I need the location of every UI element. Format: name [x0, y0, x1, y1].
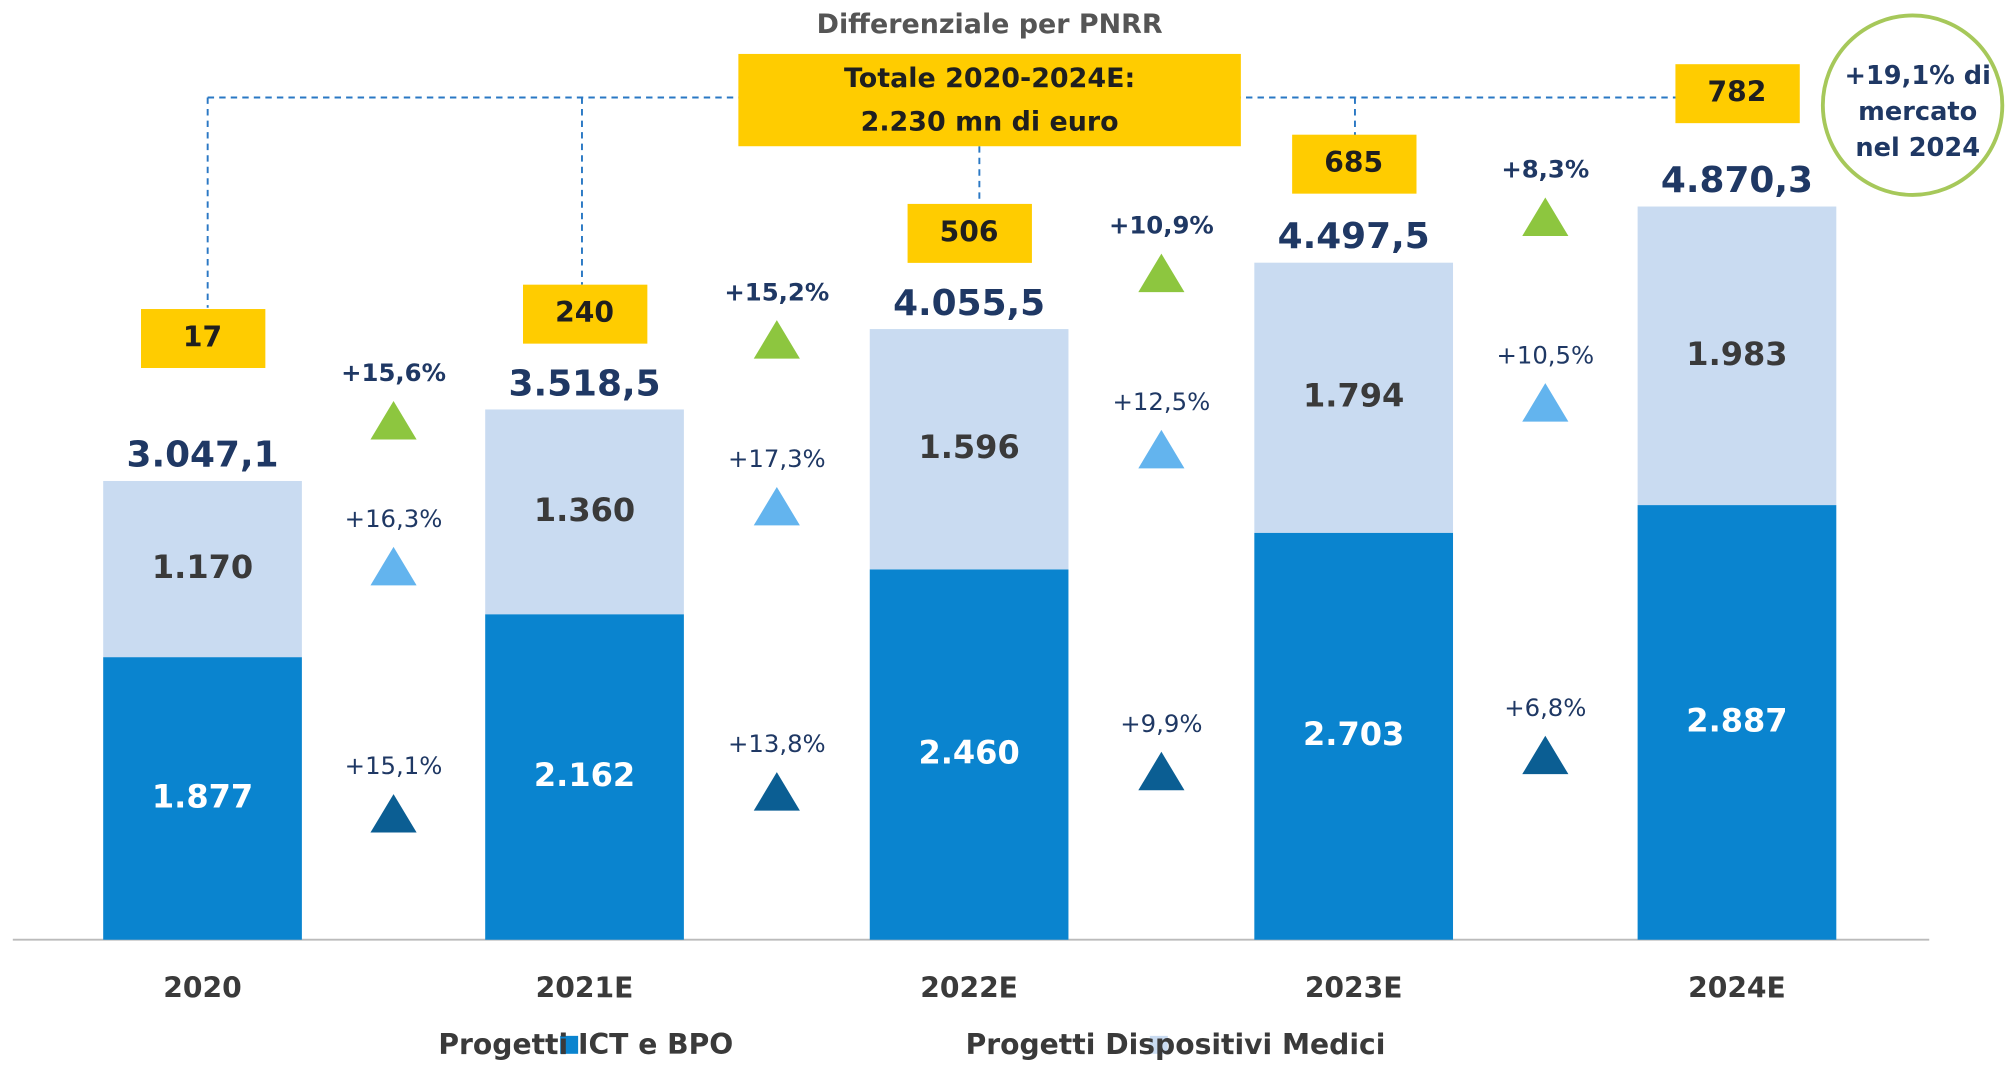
segment-label: 1.170 [152, 548, 253, 586]
growth-label: +8,3% [1501, 155, 1589, 184]
bar-segment [485, 409, 684, 615]
segment-label: 2.460 [918, 734, 1019, 772]
growth-label: +6,8% [1504, 693, 1586, 722]
growth-triangle [1522, 197, 1569, 236]
segment-label: 2.887 [1686, 701, 1787, 739]
bar-segment [1637, 206, 1837, 506]
growth-label: +13,8% [728, 729, 826, 758]
growth-label: +9,9% [1120, 709, 1202, 738]
callout-line: +19,1% di [1844, 61, 1990, 91]
callout-line: mercato [1858, 97, 1977, 127]
growth-label: +17,3% [728, 444, 826, 473]
legend-label: Progetti Dispositivi Medici [966, 1028, 1386, 1061]
pnrr-value: 685 [1324, 146, 1383, 179]
legend-label: Progetti ICT e BPO [438, 1028, 733, 1061]
bar-segment [1637, 505, 1837, 940]
total-label: 3.518,5 [509, 364, 661, 405]
pnrr-box [141, 309, 266, 368]
growth-label: +15,1% [345, 751, 443, 780]
bar-segment [869, 569, 1069, 940]
bar-segment [1254, 532, 1454, 940]
callout-circle [1820, 13, 2005, 197]
total-label: 4.055,5 [893, 283, 1045, 324]
total-label: 4.497,5 [1278, 216, 1430, 257]
growth-triangle [1522, 383, 1569, 422]
pnrr-box [523, 284, 648, 344]
x-tick-label: 2021E [536, 972, 634, 1005]
growth-label: +16,3% [345, 504, 443, 533]
growth-label: +10,5% [1496, 340, 1594, 369]
segment-label: 1.983 [1686, 335, 1787, 373]
pnrr-value: 506 [940, 215, 999, 248]
bar-segment [1254, 262, 1454, 533]
bar-segment [485, 614, 684, 940]
x-tick-label: 2024E [1688, 972, 1786, 1005]
segment-label: 1.596 [918, 428, 1019, 466]
growth-triangle [753, 320, 800, 359]
growth-triangle [1522, 735, 1569, 775]
growth-label: +15,2% [724, 277, 829, 306]
bar-segment [869, 329, 1069, 570]
legend-swatch [1149, 1035, 1168, 1054]
connector-lines [206, 96, 1680, 308]
segment-label: 2.162 [534, 756, 635, 794]
growth-label: +10,9% [1109, 211, 1214, 240]
bar-segment [103, 657, 302, 940]
pnrr-value: 17 [183, 321, 222, 354]
segment-label: 1.794 [1303, 377, 1404, 415]
growth-triangle [370, 794, 417, 833]
segment-label: 2.703 [1303, 715, 1404, 753]
growth-triangle [1138, 429, 1185, 469]
x-tick-label: 2022E [920, 972, 1018, 1005]
growth-triangle [370, 401, 417, 440]
total-value: 2.230 mn di euro [861, 107, 1119, 138]
pnrr-box [907, 203, 1032, 263]
pnrr-title: Differenziale per PNRR [817, 9, 1163, 40]
pnrr-box [1292, 134, 1417, 194]
growth-triangle [1138, 253, 1185, 293]
growth-triangle [753, 486, 800, 526]
growth-triangle [1138, 751, 1185, 791]
growth-label: +12,5% [1113, 387, 1211, 416]
growth-triangle [753, 772, 800, 811]
segment-label: 1.360 [534, 491, 635, 529]
pnrr-box [1675, 64, 1800, 124]
x-tick-label: 2020 [163, 972, 241, 1005]
x-tick-label: 2023E [1305, 972, 1403, 1005]
segment-label: 1.877 [152, 777, 253, 815]
growth-triangle [370, 546, 417, 586]
bar-segment [103, 480, 302, 658]
legend-swatch [560, 1035, 579, 1054]
callout-line: nel 2024 [1855, 133, 1980, 163]
total-title: Totale 2020-2024E: [844, 63, 1135, 94]
pnrr-value: 782 [1708, 76, 1767, 109]
total-box [738, 53, 1241, 147]
pnrr-value: 240 [555, 296, 614, 329]
total-label: 4.870,3 [1661, 160, 1813, 201]
total-label: 3.047,1 [126, 435, 278, 476]
growth-label: +15,6% [341, 358, 446, 387]
